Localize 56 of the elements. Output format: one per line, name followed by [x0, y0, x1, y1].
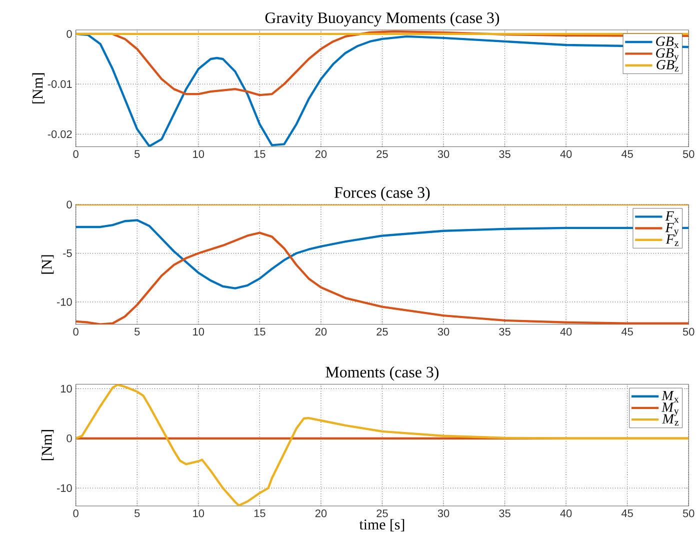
x-tick-label: 45 — [621, 510, 633, 518]
x-tick-label: 35 — [499, 328, 510, 336]
x-tick-label: 50 — [682, 328, 694, 336]
x-tick-label: 30 — [438, 328, 450, 336]
x-tick-label: 15 — [254, 328, 266, 336]
x-tick-label: 5 — [134, 328, 140, 336]
y-tick-label: 0 — [66, 434, 72, 442]
legend-label: M$_{z}$ — [662, 414, 679, 426]
x-tick-label: 25 — [376, 510, 388, 518]
y-axis-title: [Nm] — [41, 430, 54, 460]
x-axis-title: time [s] — [359, 519, 404, 532]
x-tick-label: 10 — [193, 510, 204, 518]
x-tick-label: 0 — [73, 510, 78, 518]
x-tick-label: 45 — [621, 328, 633, 336]
x-tick-label: 15 — [254, 150, 266, 158]
x-tick-label: 25 — [376, 328, 388, 336]
x-tick-label: 30 — [438, 510, 450, 518]
chart-title: Moments (case 3) — [326, 366, 439, 381]
y-tick-label: 0 — [66, 200, 72, 209]
x-tick-label: 35 — [499, 510, 510, 518]
x-tick-label: 25 — [376, 150, 388, 158]
x-tick-label: 5 — [134, 150, 140, 158]
legend-label: M$_{x}$ — [662, 391, 679, 402]
line-series — [76, 384, 689, 506]
y-tick-label: -0.01 — [48, 80, 72, 88]
x-tick-label: 20 — [315, 510, 327, 518]
legend-label: F$_{x}$ — [665, 211, 679, 223]
x-tick-label: 0 — [73, 328, 78, 336]
y-tick-label: 10 — [61, 384, 72, 393]
x-tick-label: 50 — [682, 510, 694, 518]
x-tick-label: 45 — [621, 150, 633, 158]
x-tick-label: 50 — [682, 150, 694, 158]
x-tick-label: 0 — [73, 150, 78, 158]
chart-title: Forces (case 3) — [334, 186, 430, 202]
y-axis-title: [N] — [41, 255, 54, 274]
x-tick-label: 40 — [560, 328, 572, 336]
x-tick-label: 10 — [193, 150, 204, 158]
x-tick-label: 20 — [315, 150, 327, 158]
x-tick-label: 5 — [134, 510, 140, 518]
y-axis-title: [Nm] — [32, 73, 45, 104]
x-tick-label: 40 — [560, 150, 572, 158]
legend-label: GB$_{x}$ — [656, 36, 679, 48]
x-tick-label: 30 — [438, 150, 450, 158]
x-tick-label: 35 — [499, 150, 510, 158]
y-tick-label: -10 — [57, 298, 72, 306]
y-tick-label: -5 — [63, 250, 72, 258]
y-tick-label: 0 — [66, 30, 72, 38]
y-tick-label: -10 — [57, 484, 72, 492]
x-tick-label: 15 — [254, 510, 266, 518]
x-tick-label: 40 — [560, 510, 572, 518]
y-tick-label: -0.02 — [48, 130, 72, 138]
chart-title: Gravity Buoyancy Moments (case 3) — [265, 12, 500, 27]
legend-label: GB$_{z}$ — [656, 60, 679, 72]
legend-label: F$_{z}$ — [666, 234, 679, 246]
x-tick-label: 20 — [315, 328, 327, 336]
x-tick-label: 10 — [193, 328, 204, 336]
